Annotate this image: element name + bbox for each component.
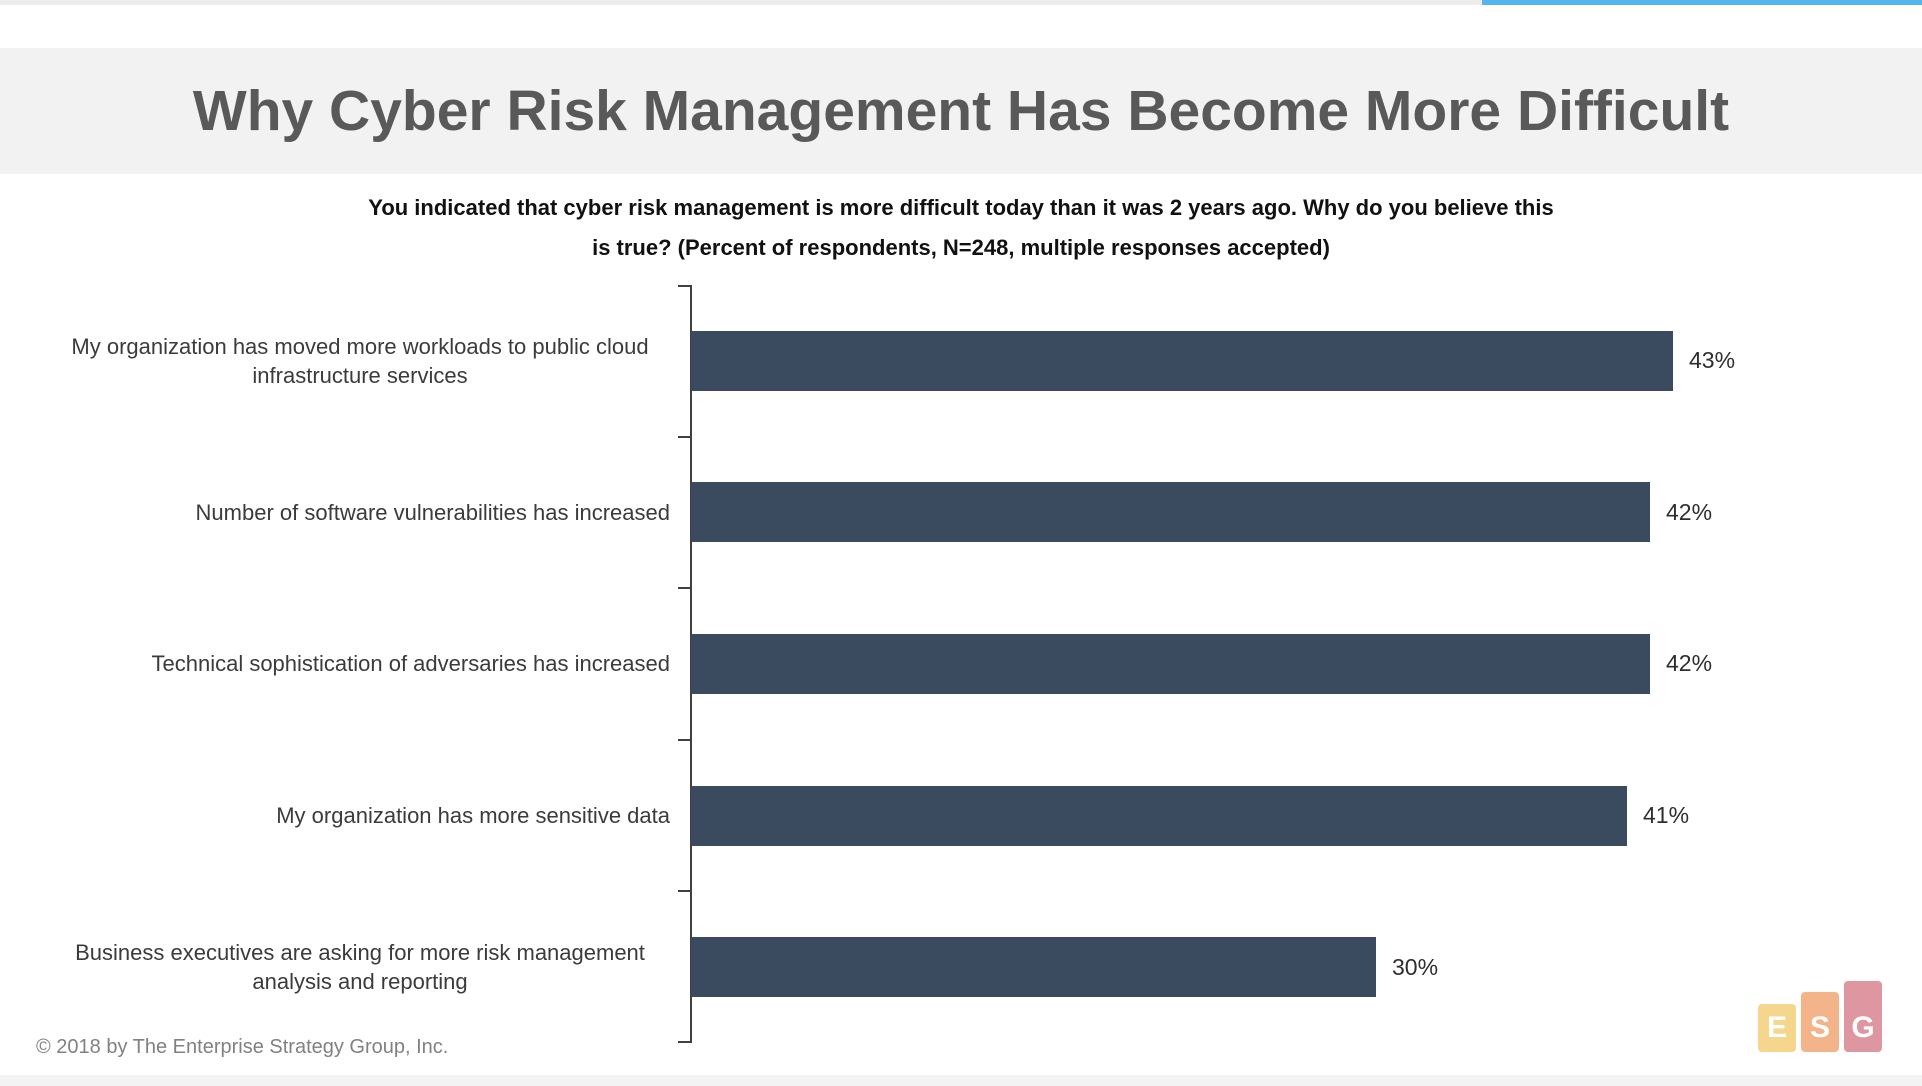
category-label-cell: Business executives are asking for more … [0,938,678,996]
bar-row: Business executives are asking for more … [0,891,1922,1043]
title-banner: Why Cyber Risk Management Has Become Mor… [0,48,1922,174]
esg-logo-block-g: G [1844,981,1882,1052]
esg-logo-letter: E [1766,1011,1787,1044]
bar [691,633,1650,694]
top-gray-strip [0,0,1482,5]
bar-row: My organization has moved more workloads… [0,285,1922,437]
bar [691,482,1650,543]
value-label: 41% [1643,802,1690,829]
bar-row: My organization has more sensitive data … [0,740,1922,892]
top-blue-accent [1482,0,1922,5]
bar-cell: 41% [678,740,1922,892]
value-label: 42% [1666,498,1713,525]
bar [691,330,1673,391]
esg-logo-letter: S [1809,1011,1830,1044]
axis-tick [678,435,690,438]
axis-tick [678,587,690,590]
esg-logo-block-s: S [1801,992,1839,1052]
axis-tick [678,890,690,893]
category-label: Technical sophistication of adversaries … [151,651,670,677]
esg-logo-block-e: E [1758,1004,1796,1052]
esg-logo-letter: G [1851,1011,1875,1044]
chart-subtitle: You indicated that cyber risk management… [0,188,1922,267]
value-label: 42% [1666,650,1713,677]
bar [691,785,1627,846]
bottom-gray-strip [0,1075,1922,1086]
bar [691,937,1376,998]
bar-cell: 42% [678,588,1922,740]
bar-cell: 43% [678,285,1922,437]
category-label-cell: My organization has more sensitive data [0,801,678,830]
category-label-cell: Number of software vulnerabilities has i… [0,498,678,527]
subtitle-line-1: You indicated that cyber risk management… [368,195,1554,220]
category-label-cell: My organization has moved more workloads… [0,332,678,390]
copyright-note: © 2018 by The Enterprise Strategy Group,… [36,1036,449,1058]
category-label: Number of software vulnerabilities has i… [195,499,670,525]
value-label: 30% [1392,953,1439,980]
category-label-cell: Technical sophistication of adversaries … [0,649,678,678]
value-label: 43% [1689,347,1736,374]
category-label: My organization has more sensitive data [276,803,670,829]
bar-cell: 42% [678,437,1922,589]
axis-tick [678,738,690,741]
page-title: Why Cyber Risk Management Has Become Mor… [192,79,1730,143]
bar-chart: My organization has moved more workloads… [0,285,1922,1043]
category-label: Business executives are asking for more … [75,940,645,995]
category-label: My organization has moved more workloads… [71,333,649,388]
axis-tick [678,1041,690,1043]
bar-cell: 30% [678,891,1922,1043]
bar-row: Technical sophistication of adversaries … [0,588,1922,740]
bar-row: Number of software vulnerabilities has i… [0,437,1922,589]
subtitle-line-2: is true? (Percent of respondents, N=248,… [592,234,1330,260]
chart-rows: My organization has moved more workloads… [0,285,1922,1043]
axis-tick [678,285,690,287]
